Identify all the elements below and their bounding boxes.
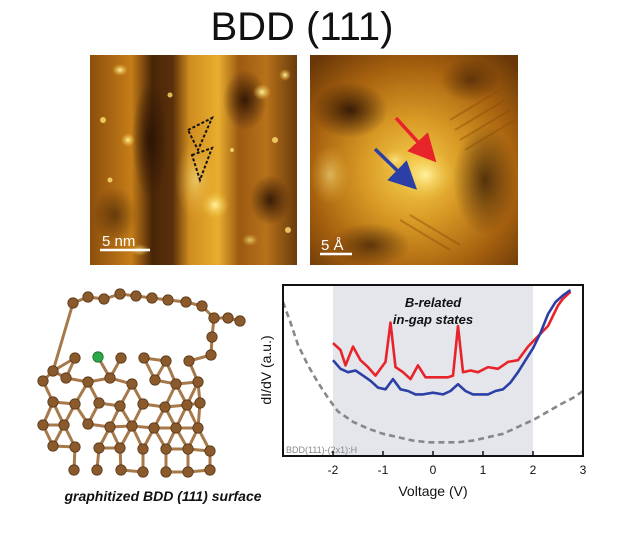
carbon-atom xyxy=(104,372,116,384)
x-tick-label: 0 xyxy=(430,463,437,477)
dIdV-chart: B-related in-gap states BDD(111)-(2x1):H… xyxy=(258,284,587,499)
series-red xyxy=(332,290,572,381)
series-reference xyxy=(283,301,583,444)
carbon-atom xyxy=(182,443,194,455)
carbon-atom xyxy=(130,290,142,302)
carbon-atom xyxy=(114,442,126,454)
reference-label: BDD(111)-(2x1):H xyxy=(286,445,357,455)
carbon-atom xyxy=(192,422,204,434)
carbon-atom xyxy=(208,312,220,324)
carbon-atom xyxy=(98,293,110,305)
carbon-atom xyxy=(170,378,182,390)
carbon-atom xyxy=(146,292,158,304)
carbon-atom xyxy=(137,443,149,455)
carbon-atom xyxy=(60,372,72,384)
x-tick-label: 2 xyxy=(530,463,537,477)
x-axis-label: Voltage (V) xyxy=(398,483,467,499)
carbon-atom xyxy=(181,399,193,411)
carbon-atom xyxy=(160,443,172,455)
carbon-atom xyxy=(82,376,94,388)
carbon-atom xyxy=(138,352,150,364)
stm-image-large-area xyxy=(90,55,297,265)
carbon-atom xyxy=(159,401,171,413)
carbon-atom xyxy=(206,331,218,343)
carbon-atom xyxy=(196,300,208,312)
carbon-atom xyxy=(137,466,149,478)
scale-label-left: 5 nm xyxy=(102,233,135,250)
gap-shaded-region xyxy=(333,285,533,456)
carbon-atom xyxy=(204,464,216,476)
carbon-atom xyxy=(37,375,49,387)
carbon-atom xyxy=(160,466,172,478)
carbon-atom xyxy=(162,294,174,306)
carbon-atom xyxy=(204,445,216,457)
carbon-atom xyxy=(170,422,182,434)
carbon-atom xyxy=(194,397,206,409)
gap-label-line1: B-related xyxy=(405,295,462,310)
structure-caption: graphitized BDD (111) surface xyxy=(63,488,261,504)
carbon-atom xyxy=(183,355,195,367)
carbon-atom xyxy=(115,352,127,364)
carbon-atom xyxy=(69,398,81,410)
carbon-atom xyxy=(234,315,246,327)
carbon-atom xyxy=(91,464,103,476)
carbon-atom xyxy=(67,297,79,309)
x-tick-label: 1 xyxy=(480,463,487,477)
carbon-atom xyxy=(126,420,138,432)
x-tick-label: 3 xyxy=(580,463,587,477)
carbon-atom xyxy=(114,288,126,300)
carbon-atom xyxy=(148,422,160,434)
carbon-atom xyxy=(47,440,59,452)
carbon-atom xyxy=(69,441,81,453)
carbon-atom xyxy=(47,396,59,408)
bond xyxy=(51,302,75,372)
atomic-structure xyxy=(37,288,246,478)
y-axis-label: dI/dV (a.u.) xyxy=(258,335,274,404)
boron-atom xyxy=(92,351,104,363)
arrow-blue xyxy=(373,147,418,190)
x-tick-label: -2 xyxy=(328,463,339,477)
gap-label-line2: in-gap states xyxy=(393,312,473,327)
arrow-red xyxy=(394,116,437,163)
carbon-atom xyxy=(37,419,49,431)
figure-title: BDD (111) xyxy=(210,5,393,49)
carbon-atom xyxy=(115,464,127,476)
carbon-atom xyxy=(137,398,149,410)
carbon-atom xyxy=(82,418,94,430)
carbon-atom xyxy=(114,400,126,412)
carbon-atom xyxy=(192,376,204,388)
carbon-atom xyxy=(126,378,138,390)
carbon-atom xyxy=(68,464,80,476)
carbon-atom xyxy=(69,352,81,364)
carbon-atom xyxy=(205,349,217,361)
carbon-atom xyxy=(47,365,59,377)
stm-image-atomic xyxy=(310,55,518,265)
series-blue xyxy=(332,289,572,396)
x-tick-label: -1 xyxy=(378,463,389,477)
carbon-atom xyxy=(222,312,234,324)
carbon-atom xyxy=(180,296,192,308)
carbon-atom xyxy=(104,421,116,433)
carbon-atom xyxy=(93,442,105,454)
carbon-atom xyxy=(58,419,70,431)
carbon-atom xyxy=(82,291,94,303)
carbon-atom xyxy=(149,374,161,386)
carbon-atom xyxy=(93,397,105,409)
carbon-atom xyxy=(160,355,172,367)
scale-label-right: 5 Å xyxy=(321,237,344,254)
carbon-atom xyxy=(182,466,194,478)
